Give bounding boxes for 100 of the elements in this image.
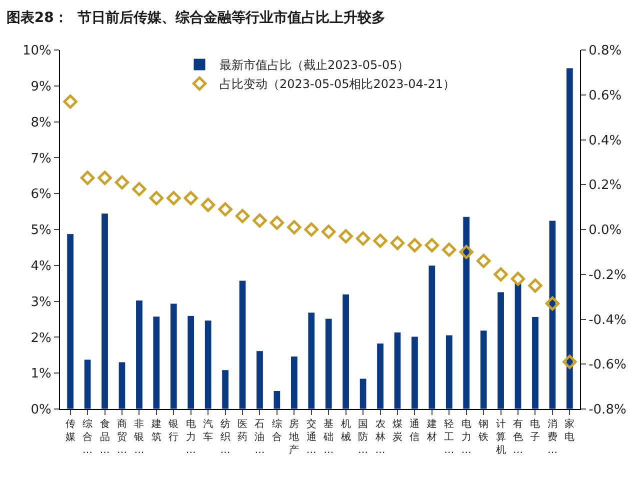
y2-tick-label: -0.2% [588,268,626,283]
x-tick-label: 电力… [461,418,472,456]
point [166,190,181,206]
y2-tick-label: -0.8% [588,402,626,418]
bar [256,350,264,409]
bar [136,300,143,409]
bar [532,316,539,409]
y2-tick-label: 0.2% [588,178,622,194]
x-tick-label: 非银… [133,418,144,456]
x-tick-label: 消费… [547,418,558,456]
x-tick-label: 煤炭 [392,418,402,443]
bar [480,330,488,409]
point [459,244,474,260]
point [287,220,302,234]
point [270,216,284,230]
x-tick-label: 汽车 [203,418,214,443]
y-tick-label: 4% [30,258,52,274]
x-tick-label: 轻工… [444,418,454,456]
point [114,175,130,190]
y-tick-label: 9% [30,79,52,94]
y2-tick-label: 0.0% [588,223,622,238]
x-tick-label: 电子 [530,418,540,443]
bar [548,220,556,409]
bar [152,316,160,409]
point [63,94,78,109]
bar [66,234,74,409]
bar [514,283,522,409]
point [218,202,232,216]
bar [170,303,178,409]
y2-tick-label: -0.6% [588,358,626,373]
x-tick-label: 食品… [100,418,110,456]
x-tick-label: 基础… [322,418,334,456]
bar [238,280,246,409]
x-tick-label: 建筑 [150,418,162,443]
x-tick-label: 家电 [564,418,575,443]
y-tick-label: 10% [22,44,52,59]
bar [84,359,92,409]
x-tick-label: 钢铁 [478,419,489,443]
point [390,236,405,250]
x-tick-label: 国防… [358,419,368,456]
y-tick-label: 6% [30,187,52,202]
legend-label: 最新市值占比（截止2023-05-05） [220,58,410,72]
x-tick-label: 纺织… [220,418,230,456]
point [149,190,164,206]
point [373,234,388,248]
point [80,170,95,185]
x-tick-label: 通信 [410,418,420,443]
y2-tick-label: 0.8% [588,44,622,59]
point [322,224,336,239]
chart-title: 图表28： 节日前后传媒、综合金融等行业市值占比上升较多 [6,8,386,26]
bar [359,378,367,409]
x-tick-label: 电力… [186,418,196,456]
x-tick-label: 交通… [306,418,316,456]
x-tick-label: 计算机 [496,418,506,456]
point [494,267,508,282]
x-tick-label: 商贸… [116,418,127,456]
point [356,231,370,246]
y-tick-label: 7% [30,151,52,166]
y-tick-label: 1% [30,366,52,382]
bar [497,292,504,409]
x-tick-label: 石油… [254,419,265,456]
legend-label: 占比变动（2023-05-05相比2023-04-21） [220,77,455,92]
bar [411,336,418,409]
point [545,296,560,311]
point [476,254,491,268]
point [252,213,267,228]
bar [394,332,402,409]
bar [101,213,108,409]
point [424,238,440,252]
point [442,242,456,257]
y-tick-label: 3% [30,294,52,310]
y-tick-label: 8% [30,115,52,130]
x-tick-label: 医药 [238,419,248,443]
bar [222,370,229,409]
bar [462,216,470,409]
bar [308,312,316,409]
bar [376,343,384,409]
point [304,222,318,237]
x-tick-label: 银行 [168,419,179,443]
x-tick-label: 有色… [513,418,524,456]
point [510,272,526,286]
x-tick-label: 机械 [340,418,351,443]
x-tick-label: 建材 [426,418,437,443]
point [408,238,422,252]
point [338,229,353,244]
point [235,208,250,224]
x-tick-label: 房地产 [288,418,300,456]
y2-tick-label: 0.4% [588,133,622,148]
point [184,190,198,206]
y-tick-label: 2% [30,330,52,346]
x-tick-label: 综合… [82,418,93,456]
bar [324,318,332,409]
x-tick-label: 传媒 [65,419,76,443]
bar [187,315,195,409]
y2-tick-label: 0.6% [588,88,622,104]
x-tick-label: 农林… [374,419,386,456]
y2-tick-label: -0.4% [588,312,626,328]
bar [342,294,350,409]
point [200,198,216,212]
x-tick-label: 综合 [272,418,282,443]
